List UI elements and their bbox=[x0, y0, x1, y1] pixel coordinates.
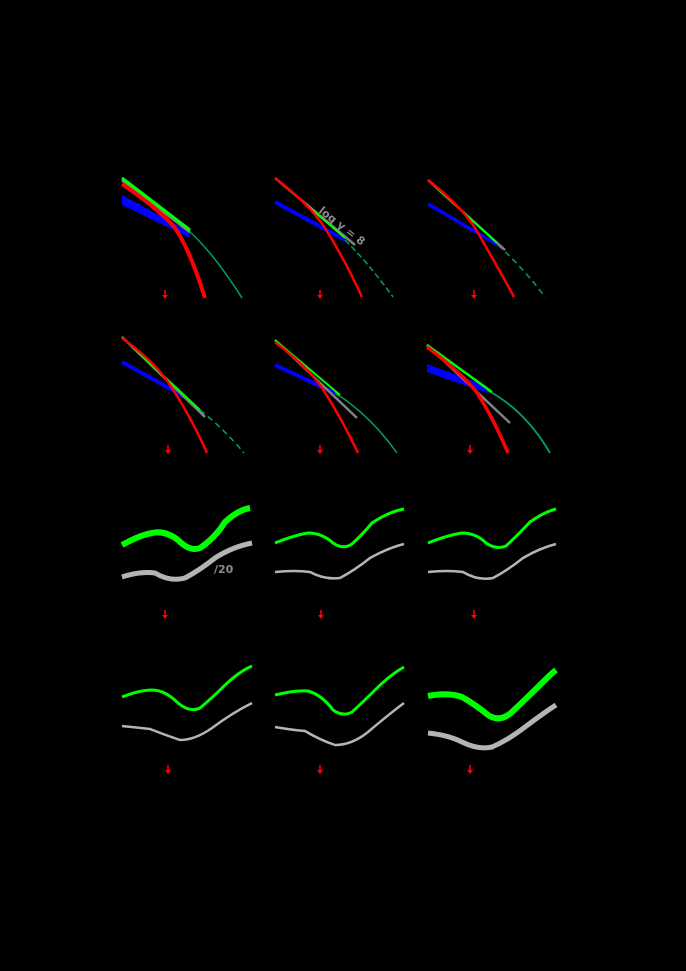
panel-r1c2: log γ = 8 bbox=[274, 177, 394, 300]
grey-line bbox=[121, 178, 191, 234]
arrow-down-icon bbox=[317, 609, 325, 620]
grey-wave bbox=[121, 701, 253, 742]
green-wave bbox=[121, 664, 253, 712]
panel-r2c1 bbox=[121, 336, 245, 455]
green-line bbox=[486, 389, 551, 454]
green-wave bbox=[427, 667, 558, 722]
panel-r1c1 bbox=[120, 176, 243, 300]
red-band bbox=[425, 345, 510, 454]
arrow-down-icon bbox=[466, 444, 474, 455]
blue-band bbox=[427, 364, 487, 393]
blue-band bbox=[274, 200, 346, 242]
green-wave bbox=[120, 505, 251, 552]
arrow-down-icon bbox=[164, 444, 172, 455]
green-dashed-line bbox=[344, 239, 394, 298]
green-dashed-line bbox=[497, 244, 546, 298]
panel-r4c3 bbox=[427, 667, 558, 775]
blue-band bbox=[122, 195, 190, 238]
arrow-down-icon bbox=[316, 764, 324, 775]
grey-wave bbox=[427, 542, 557, 580]
arrow-down-icon bbox=[470, 289, 478, 300]
green-band bbox=[426, 343, 493, 394]
panel-r3c3 bbox=[427, 507, 557, 620]
green-dashed-line bbox=[189, 231, 243, 299]
red-band bbox=[274, 177, 364, 298]
grey-wave bbox=[121, 540, 253, 582]
grey-wave bbox=[274, 542, 405, 580]
panel-r4c1 bbox=[121, 664, 253, 775]
blue-band bbox=[427, 202, 499, 247]
grey-wave bbox=[427, 702, 558, 751]
arrow-down-icon bbox=[316, 289, 324, 300]
green-wave bbox=[274, 507, 405, 549]
panel-r2c3 bbox=[425, 343, 551, 455]
arrow-down-icon bbox=[161, 609, 169, 620]
green-wave bbox=[274, 665, 405, 716]
arrow-down-icon bbox=[470, 609, 478, 620]
arrow-down-icon bbox=[161, 289, 169, 300]
arrow-down-icon bbox=[316, 444, 324, 455]
red-band bbox=[427, 179, 516, 298]
green-wave bbox=[427, 507, 557, 549]
green-line bbox=[334, 392, 398, 454]
green-band bbox=[121, 176, 191, 232]
panel-r2c2 bbox=[274, 339, 398, 455]
scale-label: /20 bbox=[214, 563, 234, 576]
panel-r3c1: /20 bbox=[120, 505, 253, 620]
panel-r1c3 bbox=[427, 179, 546, 300]
red-band bbox=[274, 341, 360, 454]
panel-r4c2 bbox=[274, 665, 405, 775]
grey-wave bbox=[274, 702, 405, 747]
red-band bbox=[121, 336, 209, 454]
panel-r3c2 bbox=[274, 507, 405, 620]
arrow-down-icon bbox=[164, 764, 172, 775]
arrow-down-icon bbox=[466, 764, 474, 775]
green-dashed-line bbox=[199, 409, 245, 454]
red-band bbox=[120, 182, 207, 299]
